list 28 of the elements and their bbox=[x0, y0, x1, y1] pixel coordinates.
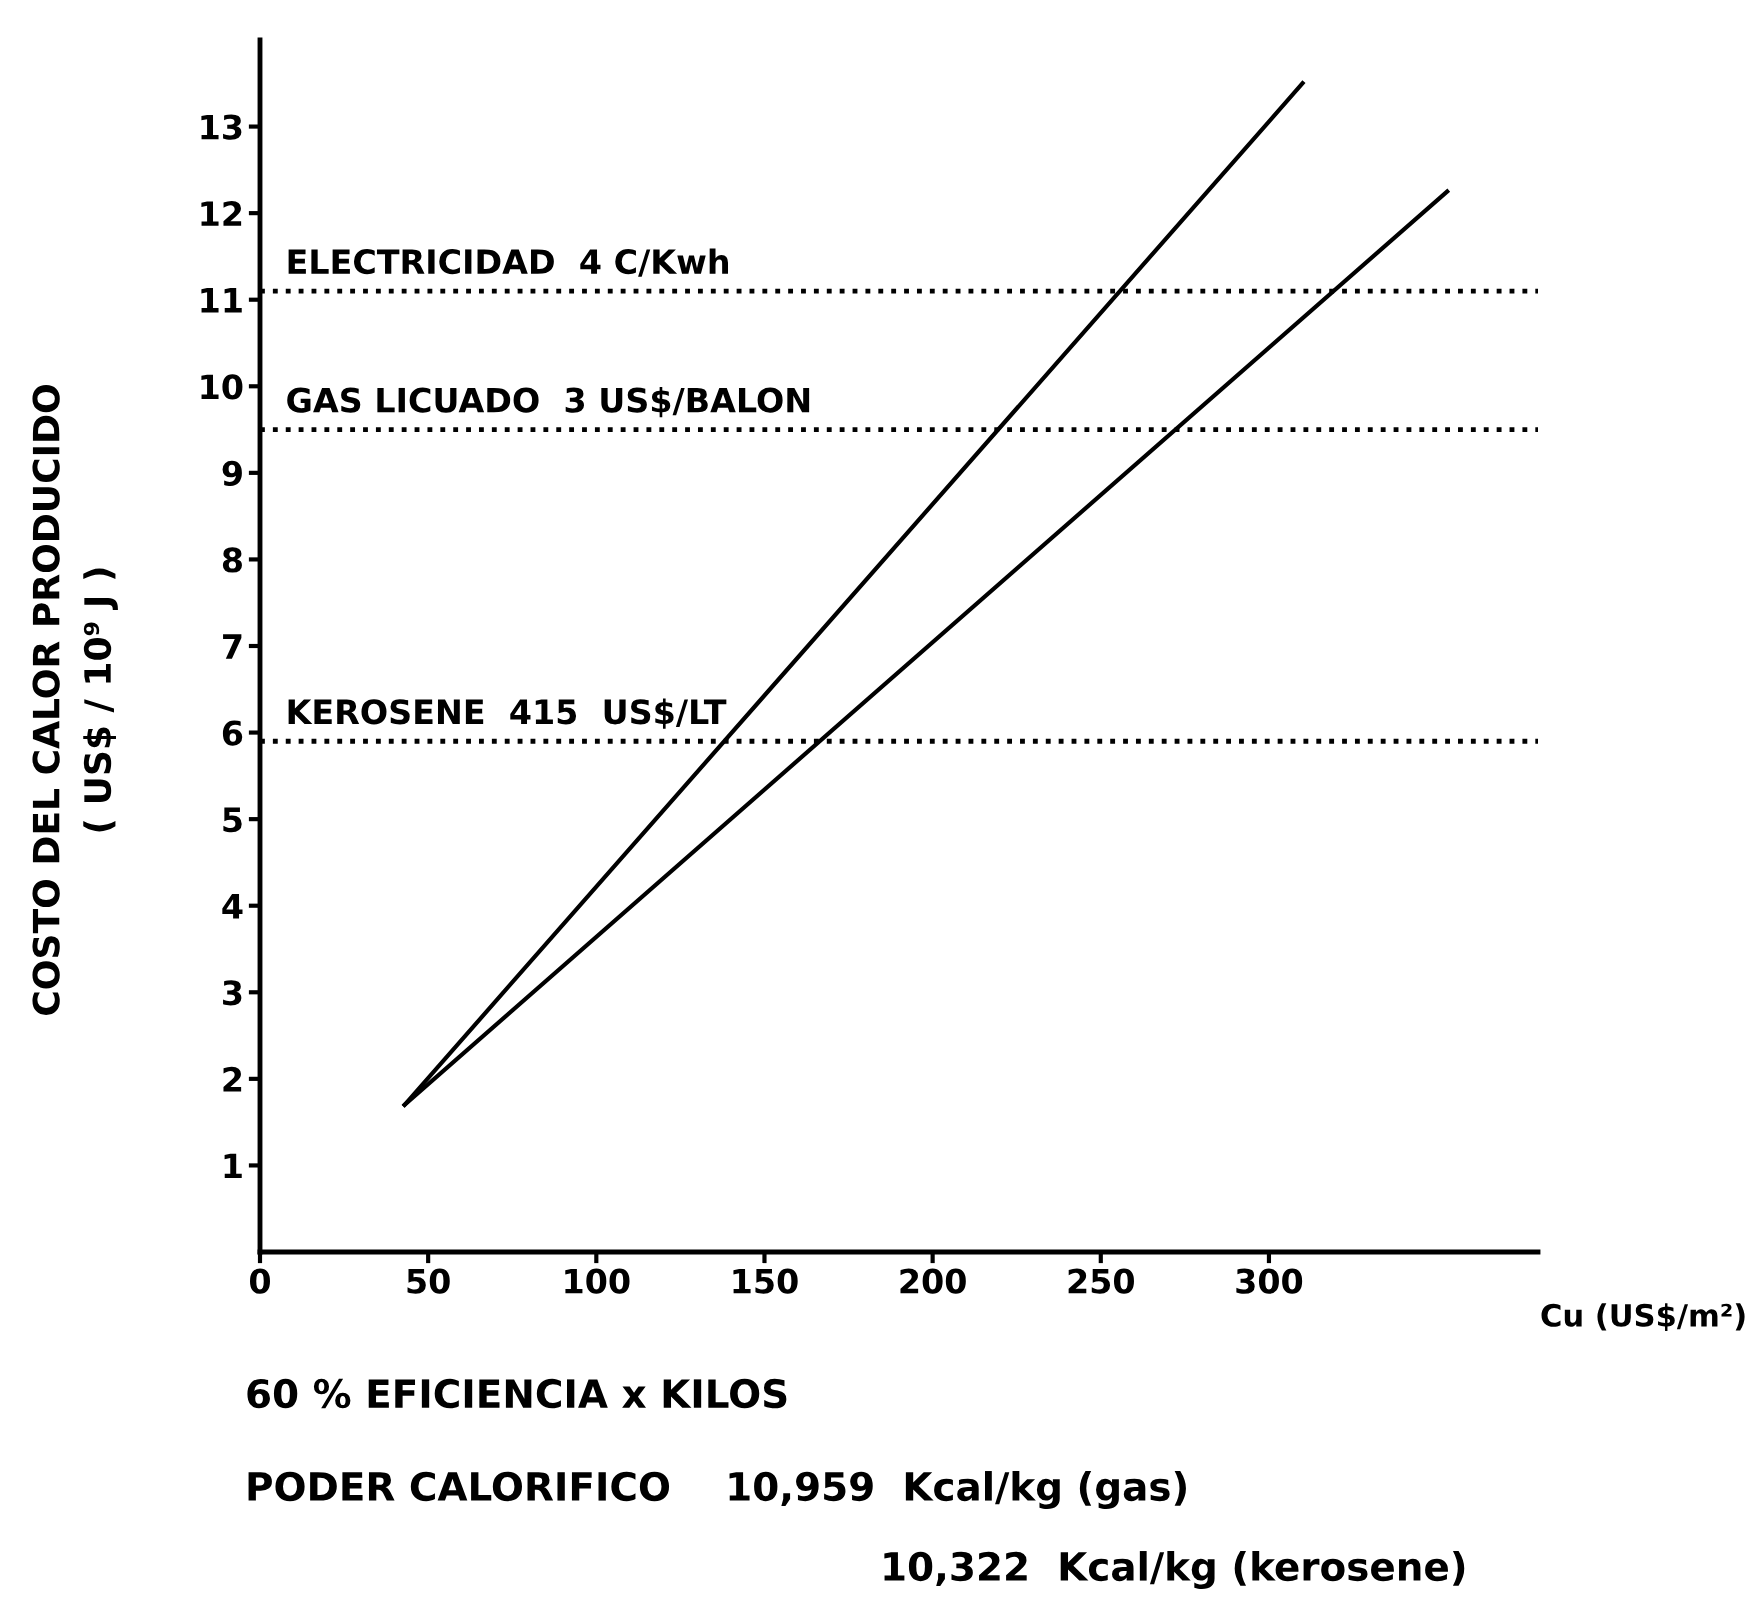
y-tick-label: 13 bbox=[201, 114, 242, 140]
y-tick-label: 11 bbox=[201, 288, 242, 313]
x-tick-label: 150 bbox=[733, 1268, 798, 1294]
ref-line-label: KEROSENE 415 US$/LT bbox=[288, 698, 727, 729]
y-tick-label: 8 bbox=[222, 547, 242, 573]
x-tick-label: 250 bbox=[1068, 1268, 1134, 1294]
text: PODER CALORIFICO 10,959 Kcal/kg (gas) bbox=[248, 1471, 1186, 1509]
x-tick-label: 0 bbox=[250, 1268, 270, 1294]
y-axis-title: COSTO DEL CALOR PRODUCIDO ( US$ / 10⁹ J ) bbox=[32, 385, 118, 1015]
x-tick-label: 100 bbox=[565, 1268, 630, 1294]
x-tick-label: 200 bbox=[900, 1268, 966, 1294]
y-tick-label: 5 bbox=[223, 807, 242, 833]
y-tick-label: 10 bbox=[201, 374, 243, 400]
text: 60 % EFICIENCIA x KILOS bbox=[247, 1378, 787, 1409]
y-tick-label: 6 bbox=[222, 720, 243, 746]
y-tick-label: 2 bbox=[223, 1066, 242, 1092]
ref-line-label: ELECTRICIDAD 4 C/Kwh bbox=[288, 248, 729, 277]
y-tick-label: 12 bbox=[201, 201, 242, 226]
y-tick-label: 7 bbox=[223, 634, 242, 659]
x-axis-title: Cu (US$/m²) bbox=[1541, 1303, 1745, 1331]
ref-line-label: GAS LICUADO 3 US$/BALON bbox=[287, 386, 810, 418]
x-tick-label: 50 bbox=[407, 1268, 450, 1294]
x-tick-label: 300 bbox=[1236, 1268, 1303, 1294]
y-tick-label: 9 bbox=[222, 460, 242, 486]
y-tick-label: 4 bbox=[222, 894, 243, 919]
text: 10,322 Kcal/kg (kerosene) bbox=[884, 1551, 1465, 1589]
y-tick-label: 1 bbox=[224, 1153, 242, 1179]
y-tick-label: 3 bbox=[223, 980, 242, 1006]
